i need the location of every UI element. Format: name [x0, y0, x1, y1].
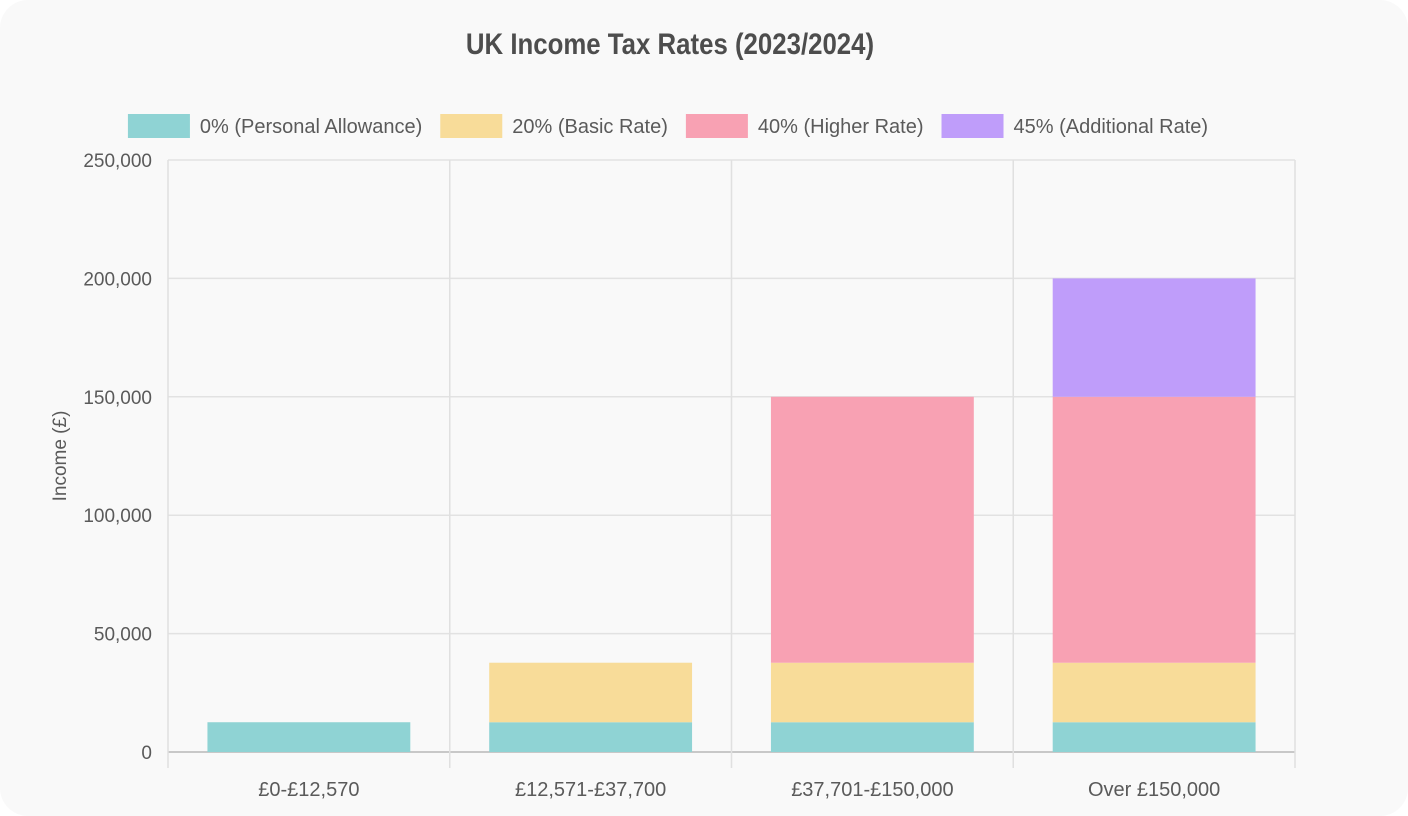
bar-segment — [489, 722, 693, 752]
legend-swatch — [127, 114, 190, 138]
x-tick-label: £37,701-£150,000 — [791, 779, 953, 801]
bar-segment — [1052, 662, 1256, 723]
chart-title: UK Income Tax Rates (2023/2024) — [465, 28, 875, 61]
bar-segment — [1052, 396, 1256, 663]
y-tick-label: 100,000 — [83, 506, 152, 527]
y-tick-label: 200,000 — [83, 269, 152, 290]
bar-segment — [207, 722, 411, 752]
bar-segment — [489, 662, 693, 723]
legend-swatch — [941, 114, 1004, 138]
bar-segment — [770, 722, 974, 752]
bar-segment — [1052, 722, 1256, 752]
y-tick-label: 50,000 — [94, 625, 152, 646]
x-tick-label: £12,571-£37,700 — [515, 779, 666, 801]
y-tick-label: 250,000 — [83, 151, 152, 172]
legend-swatch — [440, 114, 503, 138]
legend-swatch — [685, 114, 748, 138]
x-tick-label: Over £150,000 — [1088, 779, 1220, 801]
bar-segment — [770, 662, 974, 723]
legend-label: 0% (Personal Allowance) — [200, 116, 422, 138]
y-tick-label: 150,000 — [83, 388, 152, 409]
y-tick-label: 0 — [141, 743, 152, 764]
legend-label: 45% (Additional Rate) — [1014, 116, 1209, 138]
legend-label: 40% (Higher Rate) — [758, 116, 924, 138]
legend-label: 20% (Basic Rate) — [512, 116, 668, 138]
bar-segment — [1052, 278, 1256, 397]
bar-segment — [770, 396, 974, 663]
x-tick-label: £0-£12,570 — [258, 779, 359, 801]
y-axis-label: Income (£) — [50, 411, 71, 502]
